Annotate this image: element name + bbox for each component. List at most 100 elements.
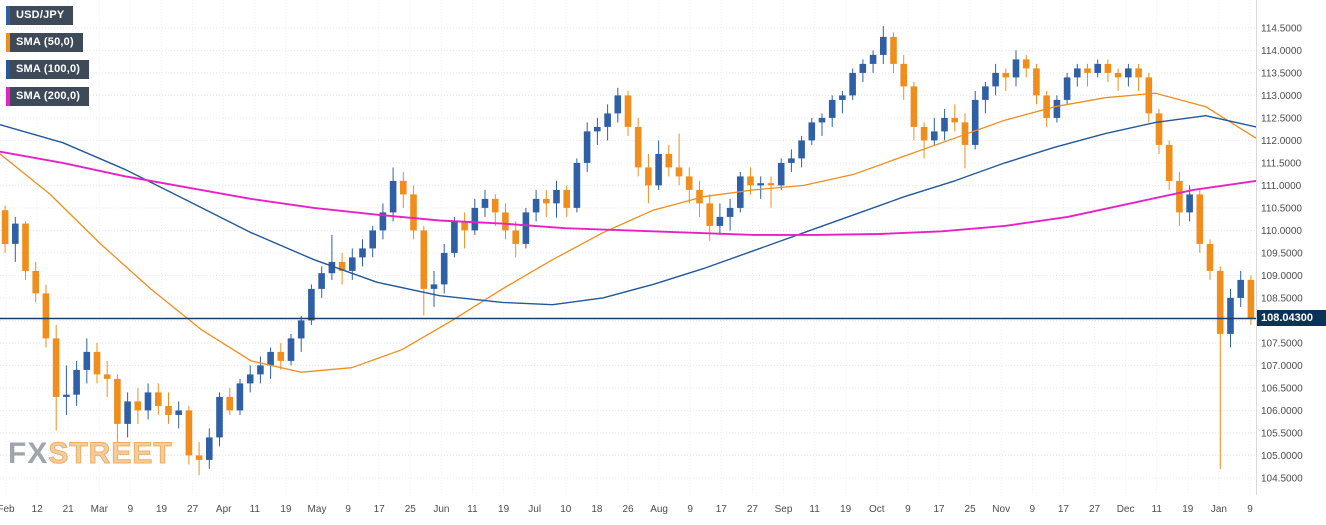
candle[interactable] (369, 230, 376, 249)
candle[interactable] (839, 95, 846, 100)
candle[interactable] (961, 122, 969, 145)
candle[interactable] (992, 72, 999, 87)
candle[interactable] (798, 140, 805, 159)
candle[interactable] (726, 207, 734, 217)
candle[interactable] (379, 212, 387, 231)
candle[interactable] (543, 198, 550, 204)
candle[interactable] (32, 270, 39, 294)
candle[interactable] (216, 396, 223, 438)
candle[interactable] (532, 198, 540, 213)
candle[interactable] (349, 257, 356, 271)
candle[interactable] (1084, 68, 1091, 73)
candle[interactable] (359, 248, 366, 258)
legend-sma-100[interactable]: SMA (100,0) (6, 60, 90, 79)
candle[interactable] (808, 122, 816, 141)
candle[interactable] (63, 394, 70, 397)
candle[interactable] (318, 273, 325, 289)
candle[interactable] (1155, 113, 1163, 145)
candle[interactable] (83, 351, 91, 370)
candle[interactable] (12, 223, 19, 244)
candle[interactable] (246, 374, 254, 384)
candle[interactable] (175, 410, 182, 415)
candle[interactable] (226, 396, 233, 411)
candle[interactable] (308, 288, 315, 321)
candle[interactable] (828, 99, 836, 118)
candle[interactable] (655, 153, 662, 186)
candle[interactable] (277, 351, 285, 361)
candle[interactable] (502, 212, 509, 231)
candle[interactable] (1, 210, 9, 244)
candle[interactable] (777, 162, 785, 186)
candle[interactable] (185, 410, 193, 456)
candle[interactable] (1216, 270, 1224, 334)
candle[interactable] (1012, 59, 1020, 78)
legend-sma-200[interactable]: SMA (200,0) (6, 87, 90, 106)
candle[interactable] (900, 63, 907, 87)
candle[interactable] (165, 405, 172, 415)
candle[interactable] (1135, 68, 1142, 78)
legend-symbol[interactable]: USD/JPY (6, 6, 74, 25)
candle[interactable] (93, 351, 101, 375)
candle[interactable] (461, 221, 468, 231)
candle[interactable] (1145, 77, 1153, 114)
candle[interactable] (696, 189, 703, 204)
candle[interactable] (297, 320, 305, 339)
candle[interactable] (880, 36, 887, 55)
candle[interactable] (890, 36, 897, 64)
candle[interactable] (869, 54, 877, 64)
candle[interactable] (1063, 77, 1071, 100)
candle[interactable] (451, 221, 458, 253)
candle[interactable] (553, 189, 560, 204)
candle[interactable] (1114, 72, 1122, 78)
candle[interactable] (573, 162, 581, 208)
legend-sma-50[interactable]: SMA (50,0) (6, 33, 83, 52)
candle[interactable] (757, 183, 764, 186)
candle[interactable] (594, 126, 601, 132)
candle[interactable] (910, 86, 918, 127)
candle[interactable] (114, 378, 121, 424)
candle[interactable] (818, 117, 826, 123)
candle[interactable] (1074, 68, 1081, 78)
candle[interactable] (1002, 72, 1010, 78)
candle[interactable] (665, 153, 673, 168)
candle[interactable] (22, 223, 29, 271)
candle[interactable] (645, 167, 652, 186)
candle[interactable] (1053, 99, 1061, 118)
candle[interactable] (389, 180, 397, 213)
candle[interactable] (1094, 63, 1101, 73)
candle[interactable] (410, 194, 417, 231)
candle[interactable] (338, 261, 346, 271)
candle[interactable] (52, 338, 60, 397)
candle[interactable] (716, 216, 724, 226)
candle[interactable] (982, 86, 989, 100)
candle[interactable] (941, 117, 948, 132)
candle[interactable] (103, 374, 111, 379)
candle[interactable] (195, 455, 203, 460)
candle[interactable] (1043, 95, 1050, 118)
candle[interactable] (1186, 194, 1193, 213)
candle[interactable] (971, 99, 979, 145)
candle[interactable] (583, 131, 591, 163)
candle[interactable] (124, 401, 131, 424)
candle[interactable] (257, 365, 264, 375)
candle[interactable] (706, 203, 713, 226)
candle[interactable] (788, 158, 795, 163)
candle[interactable] (563, 189, 570, 208)
candle[interactable] (1196, 194, 1204, 244)
candle[interactable] (73, 369, 80, 395)
candle[interactable] (675, 167, 683, 177)
candle[interactable] (1176, 180, 1183, 213)
candle[interactable] (267, 351, 274, 366)
candle[interactable] (134, 401, 142, 411)
candle[interactable] (1033, 68, 1040, 96)
candle[interactable] (287, 338, 295, 361)
candle[interactable] (440, 252, 448, 285)
candle[interactable] (767, 183, 775, 186)
candle[interactable] (859, 63, 867, 73)
candle[interactable] (951, 117, 958, 123)
candle[interactable] (1125, 68, 1132, 78)
candle[interactable] (1022, 59, 1030, 69)
candle[interactable] (634, 126, 642, 168)
candle[interactable] (144, 392, 152, 411)
